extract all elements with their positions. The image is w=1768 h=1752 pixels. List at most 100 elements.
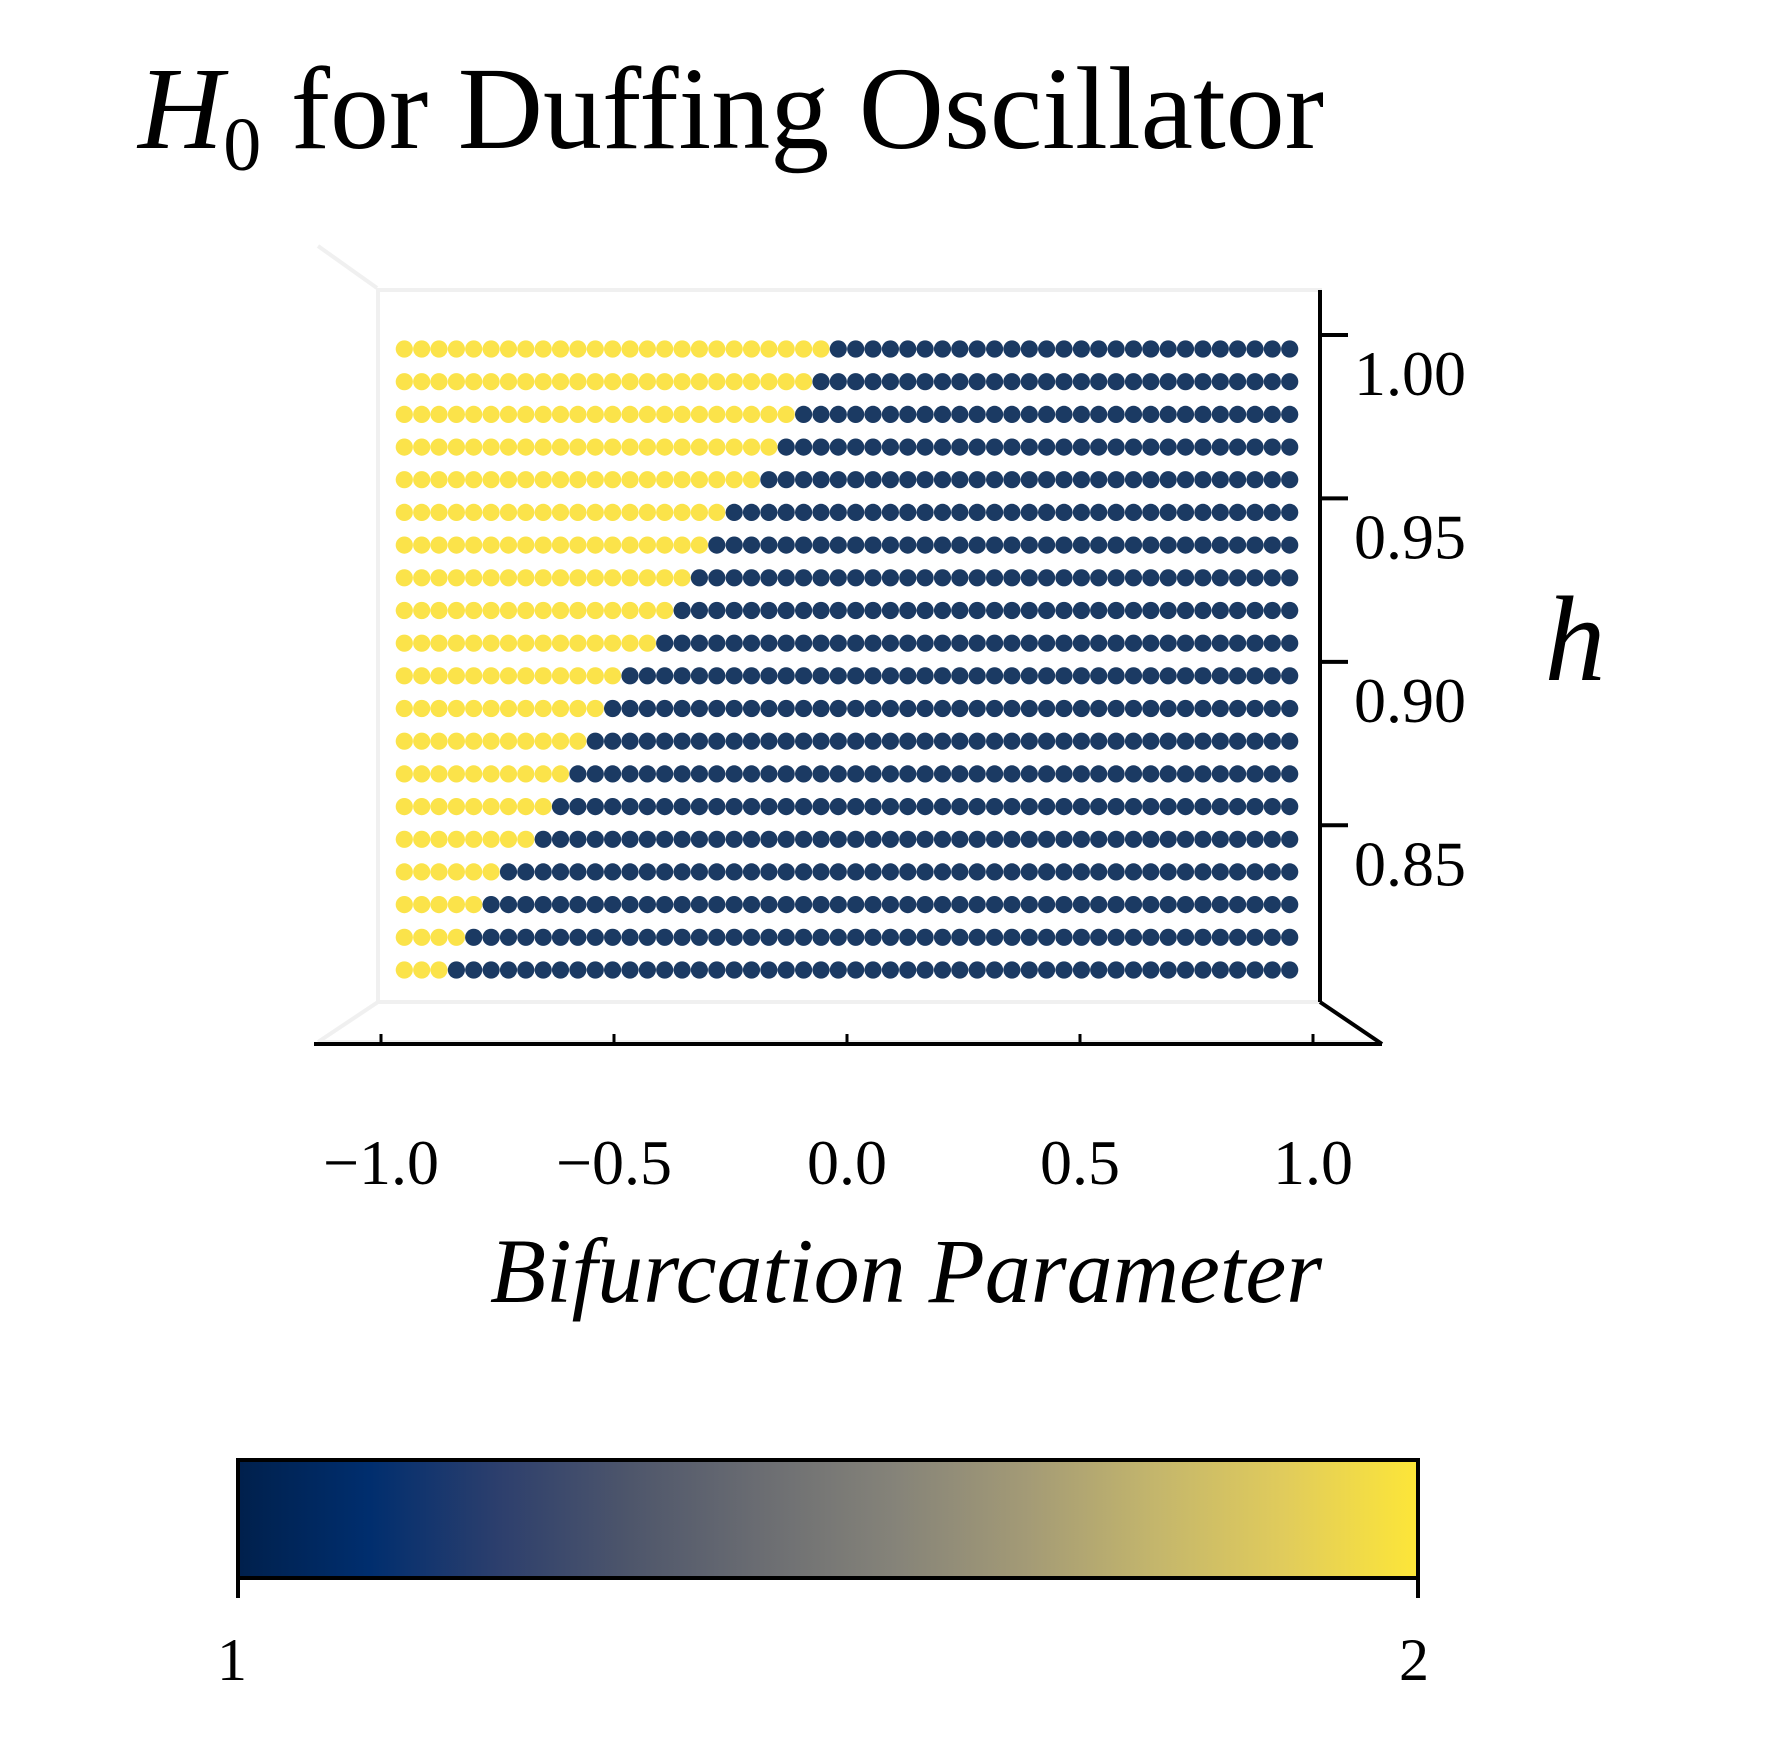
- scatter-point: [482, 732, 500, 750]
- scatter-point: [499, 928, 518, 946]
- scatter-point: [1176, 503, 1195, 521]
- scatter-point: [604, 699, 622, 718]
- scatter-point: [986, 536, 1004, 554]
- scatter-point: [604, 340, 622, 358]
- scatter-point: [1003, 634, 1021, 652]
- scatter-point: [413, 340, 431, 358]
- scatter-point: [1176, 667, 1195, 685]
- scatter-point: [1281, 961, 1299, 979]
- scatter-point: [569, 732, 587, 750]
- scatter-point: [1142, 896, 1160, 914]
- scatter-point: [777, 765, 795, 783]
- scatter-point: [656, 961, 674, 979]
- scatter-point: [1263, 732, 1281, 750]
- scatter-point: [1194, 471, 1212, 489]
- scatter-point: [1281, 830, 1299, 848]
- scatter-point: [986, 471, 1004, 489]
- scatter-point: [604, 798, 622, 816]
- scatter-point: [1107, 405, 1125, 423]
- scatter-point: [725, 863, 743, 881]
- scatter-point: [656, 601, 674, 620]
- scatter-point: [760, 569, 778, 587]
- scatter-point: [1038, 340, 1056, 358]
- scatter-point: [742, 471, 761, 489]
- scatter-point: [499, 667, 518, 685]
- scatter-point: [986, 896, 1004, 914]
- scatter-point: [1246, 732, 1264, 750]
- scatter-point: [673, 732, 691, 750]
- scatter-point: [829, 340, 847, 358]
- scatter-point: [430, 569, 448, 587]
- scatter-point: [1003, 765, 1021, 783]
- scatter-point: [447, 863, 465, 881]
- scatter-point: [673, 863, 691, 881]
- x-tick-label: −1.0: [323, 1127, 439, 1198]
- scatter-point: [656, 373, 674, 391]
- scatter-point: [951, 928, 969, 946]
- scatter-point: [1246, 405, 1264, 423]
- scatter-point: [708, 536, 726, 554]
- scatter-point: [829, 732, 847, 750]
- scatter-point: [760, 503, 778, 521]
- scatter-point: [1055, 896, 1073, 914]
- scatter-point: [951, 634, 969, 652]
- scatter-point: [621, 373, 639, 391]
- scatter-point: [1107, 896, 1125, 914]
- scatter-point: [899, 732, 917, 750]
- scatter-point: [482, 634, 500, 652]
- scatter-point: [551, 863, 570, 881]
- scatter-point: [1211, 863, 1229, 881]
- scatter-point: [447, 438, 465, 456]
- scatter-point: [499, 798, 518, 816]
- scatter-point: [951, 896, 969, 914]
- scatter-point: [933, 503, 952, 521]
- scatter-point: [795, 569, 813, 587]
- scatter-point: [847, 471, 865, 489]
- scatter-point: [430, 765, 448, 783]
- scatter-point: [1020, 928, 1038, 946]
- scatter-point: [586, 732, 604, 750]
- scatter-point: [465, 405, 483, 423]
- scatter-point: [1003, 961, 1021, 979]
- scatter-point: [812, 896, 830, 914]
- scatter-point: [1229, 536, 1247, 554]
- scatter-point: [1263, 438, 1281, 456]
- scatter-point: [1072, 601, 1090, 620]
- scatter-point: [604, 471, 622, 489]
- scatter-point: [1281, 699, 1299, 718]
- scatter-point: [881, 896, 900, 914]
- scatter-point: [795, 830, 813, 848]
- scatter-point: [812, 928, 830, 946]
- scatter-point: [1124, 732, 1143, 750]
- scatter-point: [1263, 928, 1281, 946]
- scatter-point: [1229, 732, 1247, 750]
- scatter-point: [673, 405, 691, 423]
- scatter-point: [499, 634, 518, 652]
- scatter-point: [1038, 961, 1056, 979]
- scatter-point: [899, 961, 917, 979]
- scatter-point: [534, 569, 552, 587]
- scatter-point: [586, 340, 604, 358]
- scatter-point: [413, 601, 431, 620]
- scatter-point: [1246, 863, 1264, 881]
- scatter-point: [673, 667, 691, 685]
- scatter-point: [690, 798, 709, 816]
- scatter-point: [604, 961, 622, 979]
- x-tick-label: 1.0: [1273, 1127, 1353, 1198]
- scatter-point: [1281, 601, 1299, 620]
- scatter-point: [1055, 699, 1073, 718]
- scatter-point: [465, 928, 483, 946]
- scatter-point: [621, 928, 639, 946]
- scatter-point: [933, 471, 952, 489]
- scatter-point: [1229, 503, 1247, 521]
- scatter-point: [986, 569, 1004, 587]
- scatter-point: [829, 699, 847, 718]
- scatter-point: [742, 373, 761, 391]
- scatter-point: [1211, 536, 1229, 554]
- scatter-point: [638, 438, 657, 456]
- scatter-point: [986, 699, 1004, 718]
- scatter-point: [968, 928, 986, 946]
- scatter-point: [1020, 699, 1038, 718]
- scatter-point: [551, 830, 570, 848]
- scatter-point: [690, 438, 709, 456]
